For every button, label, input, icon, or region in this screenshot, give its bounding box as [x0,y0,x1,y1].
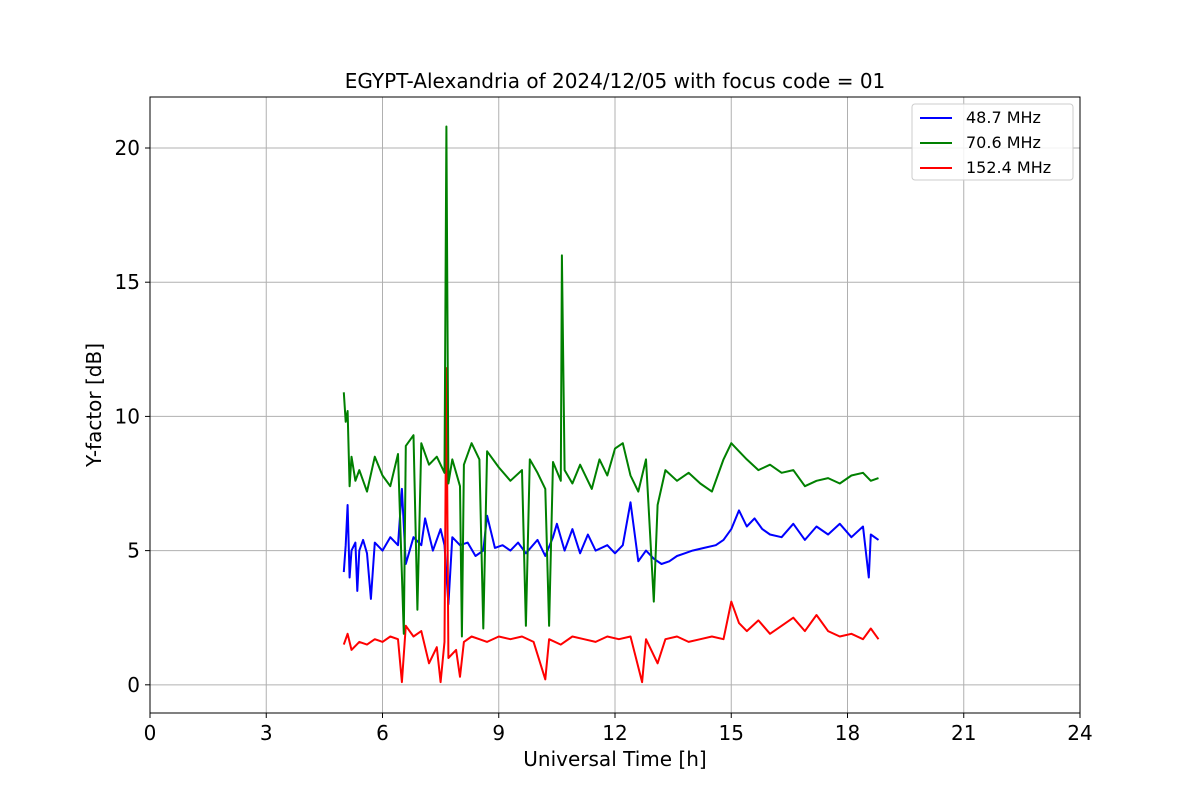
x-tick-label: 6 [376,721,389,745]
chart-title: EGYPT-Alexandria of 2024/12/05 with focu… [345,69,886,93]
y-axis: 0 5 10 15 20 [115,136,150,697]
x-tick-label: 24 [1067,721,1092,745]
series-line-0 [342,487,880,606]
legend-label-2: 152.4 MHz [966,158,1051,177]
x-tick-label: 3 [260,721,273,745]
x-tick-label: 18 [835,721,860,745]
y-axis-label: Y-factor [dB] [82,343,106,468]
plot-lines [342,125,880,684]
x-tick-label: 21 [951,721,976,745]
y-tick-label: 10 [115,404,140,428]
series-line-1 [342,125,879,638]
x-axis: 0 3 6 9 12 15 18 21 24 [144,713,1093,745]
legend-label-0: 48.7 MHz [966,108,1041,127]
y-tick-label: 15 [115,270,140,294]
x-tick-label: 12 [602,721,627,745]
legend: 48.7 MHz 70.6 MHz 152.4 MHz [911,103,1074,181]
legend-label-1: 70.6 MHz [966,133,1041,152]
y-tick-label: 0 [127,673,140,697]
x-tick-label: 15 [719,721,744,745]
x-tick-label: 9 [492,721,505,745]
y-tick-label: 20 [115,136,140,160]
x-tick-label: 0 [144,721,157,745]
x-axis-label: Universal Time [h] [523,747,706,771]
y-tick-label: 5 [127,539,140,563]
series-line-2 [342,367,880,684]
legend-box [911,103,1074,181]
